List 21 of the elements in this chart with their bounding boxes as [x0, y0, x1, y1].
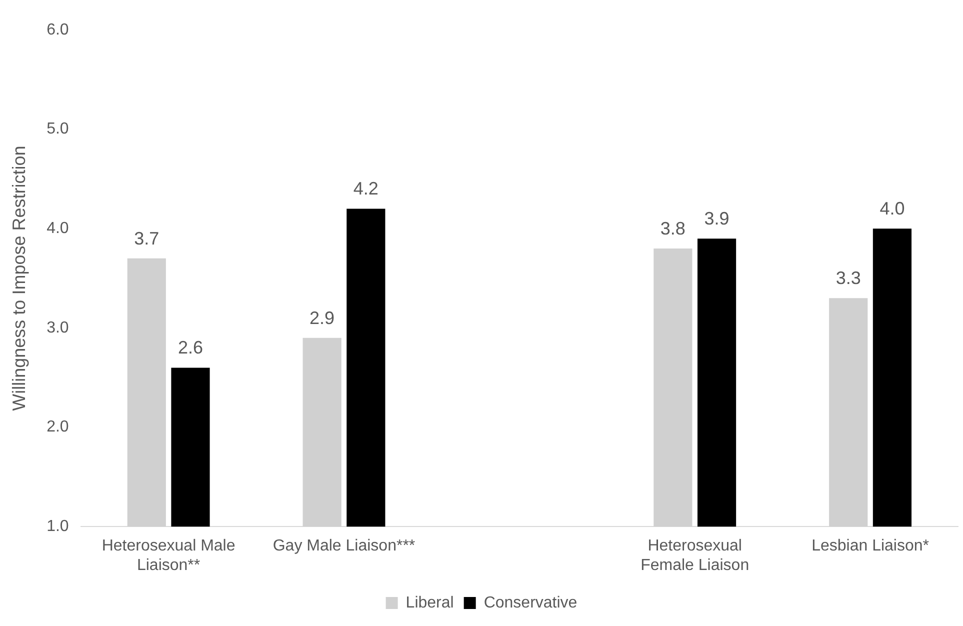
legend-label: Conservative	[484, 594, 578, 612]
x-tick-label: Gay Male Liaison***	[272, 538, 416, 555]
y-tick-label: 1.0	[46, 518, 69, 536]
y-tick-label: 3.0	[46, 319, 69, 336]
data-label: 2.9	[310, 308, 335, 328]
y-axis-title: Willingness to Impose Restriction	[8, 146, 29, 411]
y-tick-label: 2.0	[46, 418, 69, 436]
data-label: 3.7	[134, 228, 160, 248]
data-label: 3.3	[836, 268, 861, 288]
y-tick-label: 5.0	[46, 120, 69, 138]
y-tick-label: 4.0	[46, 220, 69, 238]
legend-label: Liberal	[406, 594, 454, 612]
data-label: 3.9	[704, 208, 730, 229]
data-label: 4.2	[353, 178, 378, 199]
data-label: 2.6	[178, 338, 204, 358]
data-label: 3.8	[660, 218, 686, 238]
x-tick-label: Heterosexual Male Liaison**	[102, 538, 236, 574]
x-tick-label: Lesbian Liaison*	[812, 538, 929, 555]
y-tick-label: 6.0	[46, 21, 69, 38]
data-label: 4.0	[880, 198, 905, 219]
x-tick-label: Heterosexual Female Liaison	[640, 538, 750, 574]
